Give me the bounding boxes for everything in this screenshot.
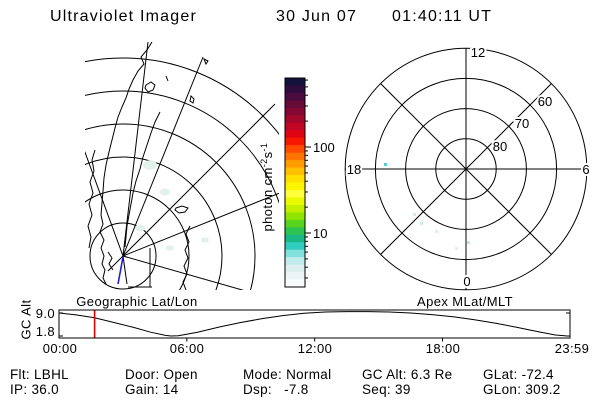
map-airglow-patches (135, 160, 209, 251)
status-door: Door: Open (125, 367, 198, 382)
gc-alt-ytick-9: 9.0 (35, 306, 55, 321)
mlt-label-6: 6 (582, 162, 589, 177)
mlat-label-70: 70 (515, 116, 529, 131)
time-label: 01:40:11 UT (392, 8, 493, 25)
map-footprint-track (117, 256, 124, 285)
geographic-map (85, 41, 279, 290)
gc-alt-xtick-2359: 23:59 (554, 341, 590, 356)
map-latlon-grid (85, 41, 279, 290)
gc-alt-xtick-0000: 00:00 (42, 341, 78, 356)
status-gcalt: GC Alt: 6.3 Re (362, 367, 453, 382)
mlt-label-18: 18 (347, 162, 361, 177)
map-caption: Geographic Lat/Lon (76, 294, 198, 309)
mlt-label-0: 0 (463, 274, 470, 289)
mlat-label-80: 80 (493, 139, 507, 154)
status-mode: Mode: Normal (243, 367, 332, 382)
date-label: 30 Jun 07 (276, 8, 358, 25)
gc-alt-axis-ticks (59, 312, 570, 342)
colorbar-unit-label: photon cm-2s-1 (258, 142, 276, 232)
gc-alt-chart (58, 309, 571, 342)
colorbar-bands (285, 78, 305, 288)
colorbar-ticks (305, 79, 311, 279)
status-flt: Flt: LBHL (10, 367, 69, 382)
gc-alt-xtick-1800: 18:00 (425, 341, 461, 356)
page-title: Ultraviolet Imager (50, 8, 197, 25)
mlat-label-60: 60 (538, 94, 552, 109)
gc-alt-xtick-1200: 12:00 (297, 341, 333, 356)
colorbar: 100 10 (284, 77, 335, 288)
colorbar-tick-100: 100 (313, 140, 335, 155)
map-fov-edge (128, 248, 152, 288)
colorbar-frame (284, 77, 306, 288)
polar-caption: Apex MLat/MLT (417, 294, 513, 309)
status-ip: IP: 36.0 (10, 382, 59, 397)
polar-rings-spokes (344, 47, 588, 291)
gc-alt-xtick-0600: 06:00 (169, 341, 205, 356)
polar-airglow-specks (384, 163, 470, 250)
status-seq: Seq: 39 (362, 382, 411, 397)
status-glat: GLat: -72.4 (483, 367, 554, 382)
map-coastlines (87, 41, 209, 290)
apex-polar-grid: 12 18 6 0 60 70 80 (344, 43, 592, 291)
status-gain: Gain: 14 (125, 382, 179, 397)
colorbar-tick-10: 10 (313, 226, 327, 241)
mlt-label-12: 12 (471, 45, 485, 60)
status-dsp: Dsp: -7.8 (243, 382, 309, 397)
gc-alt-ytick-1.8: 1.8 (35, 324, 55, 339)
gc-alt-curve (59, 311, 570, 337)
gc-alt-frame (58, 309, 571, 339)
status-glon: GLon: 309.2 (483, 382, 561, 397)
